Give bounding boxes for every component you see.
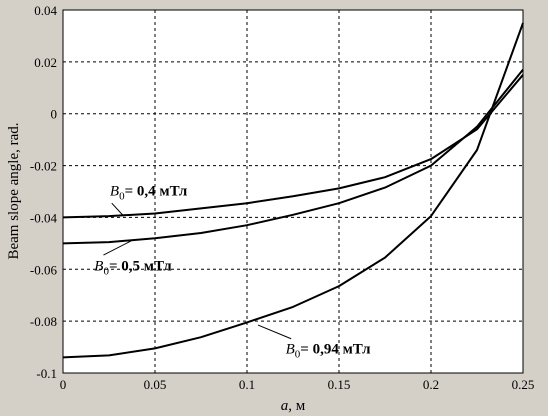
plot-area xyxy=(62,9,524,374)
y-tick-label: -0.06 xyxy=(30,262,58,277)
y-axis-label: Beam slope angle, rad. xyxy=(6,122,22,259)
x-tick-label: 0 xyxy=(60,377,67,392)
series-line-3 xyxy=(62,22,524,359)
y-tick-label: 0.04 xyxy=(34,3,57,18)
annotation-pointer xyxy=(257,324,292,340)
x-axis-label: a, м xyxy=(281,398,306,414)
y-tick-label: 0.02 xyxy=(34,55,57,70)
y-tick-label: -0.04 xyxy=(30,210,58,225)
grid xyxy=(63,10,523,373)
tick-labels: 0 0.05 0.1 0.15 0.2 0.25 0.04 0.02 0 -0.02 -0.04 -0… xyxy=(30,3,534,392)
x-tick-label: 0.1 xyxy=(239,377,255,392)
y-tick-label: -0.08 xyxy=(30,314,57,329)
x-tick-label: 0.15 xyxy=(328,377,351,392)
series-annotation: B0= 0,4 мТл xyxy=(110,183,188,202)
x-tick-label: 0.05 xyxy=(144,377,167,392)
series-group xyxy=(62,22,524,359)
annotation-pointers xyxy=(103,202,292,340)
annotation-pointer xyxy=(103,239,134,256)
series-annotation: B0= 0,5 мТл xyxy=(94,259,172,278)
series-annotation: B0= 0,94 мТл xyxy=(286,342,371,361)
y-tick-label: 0 xyxy=(51,107,58,122)
annotation-pointer xyxy=(111,202,125,217)
y-tick-label: -0.02 xyxy=(30,159,57,174)
annotations: B0= 0,4 мТл B0= 0,5 мТл B0= 0,94 мТл xyxy=(94,183,371,360)
x-tick-label: 0.25 xyxy=(512,377,535,392)
y-tick-label: -0.1 xyxy=(36,366,57,381)
series-line-2 xyxy=(62,68,524,245)
series-line-1 xyxy=(62,74,524,219)
x-tick-label: 0.2 xyxy=(423,377,439,392)
